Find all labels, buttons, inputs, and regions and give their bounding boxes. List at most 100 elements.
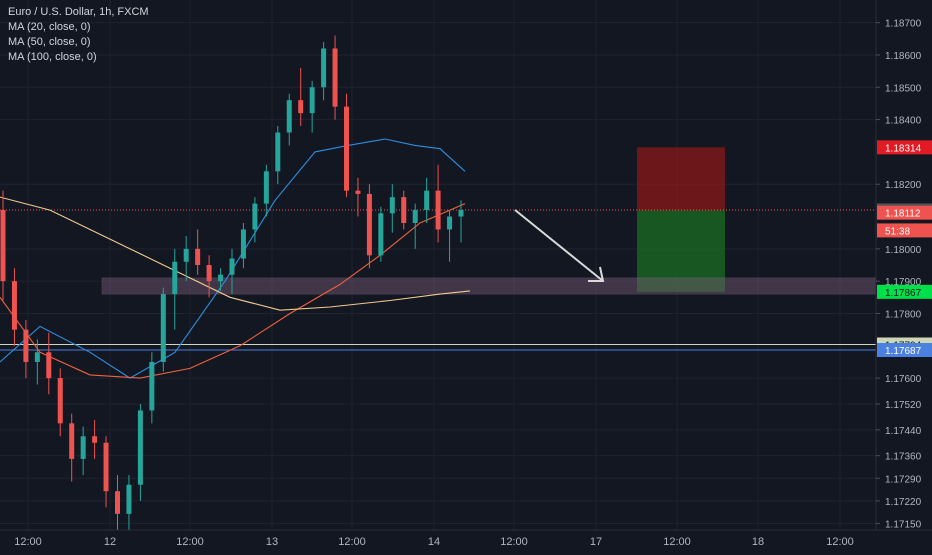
candle-body	[286, 100, 292, 133]
price-label: 51:38	[885, 226, 910, 237]
candle-body	[80, 436, 86, 459]
candle	[435, 164, 441, 243]
candle-body	[195, 248, 201, 265]
candle	[355, 177, 361, 217]
candle	[401, 190, 407, 230]
price-label: 1.18314	[885, 143, 922, 154]
time-tick-label: 12:00	[500, 536, 528, 548]
price-label: 1.17687	[885, 346, 922, 357]
price-tick-label: 1.17440	[885, 426, 922, 437]
candle-body	[92, 436, 98, 443]
price-tick-label: 1.17800	[885, 309, 922, 320]
price-tick-label: 1.17600	[885, 374, 922, 385]
candle	[80, 426, 86, 476]
candle-body	[252, 203, 258, 230]
candle	[309, 80, 315, 133]
candle	[252, 197, 258, 243]
candle-body	[115, 491, 120, 514]
candle-body	[309, 87, 315, 114]
candle	[57, 368, 63, 437]
candle-body	[218, 274, 224, 282]
price-tick-label: 1.17520	[885, 400, 922, 411]
candle-body	[46, 352, 52, 379]
price-label: 1.18112	[885, 209, 921, 220]
time-axis-background	[0, 530, 932, 550]
price-tick-label: 1.18400	[885, 116, 922, 127]
candle-body	[447, 216, 453, 230]
price-tick-label: 1.17150	[885, 520, 922, 531]
time-tick-label: 12:00	[14, 536, 42, 548]
candle-body	[126, 484, 132, 514]
price-tick-label: 1.18000	[885, 245, 922, 256]
projection-arrow-head	[588, 266, 605, 282]
candle	[412, 203, 418, 249]
candle	[11, 268, 17, 346]
time-tick-label: 14	[428, 536, 440, 548]
candle-body	[344, 106, 349, 191]
candle-body	[69, 423, 75, 459]
candle-body	[298, 100, 304, 114]
time-tick-label: 12:00	[826, 536, 854, 548]
time-tick-label: 17	[590, 536, 602, 548]
candle	[458, 200, 464, 243]
price-label-box	[877, 342, 932, 357]
candle	[172, 248, 178, 330]
candle	[298, 67, 304, 127]
candle	[424, 177, 430, 223]
candle-body	[137, 410, 143, 485]
time-tick-label: 18	[752, 536, 764, 548]
candle	[286, 93, 292, 146]
price-tick-label: 1.18500	[885, 83, 922, 94]
candle	[92, 420, 98, 459]
candle-body	[240, 229, 246, 259]
price-tick-label: 1.18200	[885, 180, 922, 191]
candle	[183, 235, 189, 282]
candle	[332, 35, 338, 120]
candle	[378, 206, 384, 262]
stop-loss-zone	[637, 147, 725, 211]
candle-body	[458, 210, 464, 217]
candle	[115, 475, 120, 534]
candle	[344, 93, 349, 198]
candle	[149, 352, 155, 424]
take-profit-zone	[637, 210, 725, 292]
moving-average-line-0	[0, 138, 466, 379]
candle-body	[275, 132, 281, 172]
candle-body	[0, 210, 6, 282]
price-label-box	[877, 140, 932, 155]
candle	[389, 184, 395, 233]
candle	[103, 436, 109, 508]
candle-body	[355, 190, 361, 194]
candle-body	[263, 171, 269, 204]
candle-body	[366, 193, 372, 256]
candle-body	[206, 265, 212, 282]
candle-body	[378, 213, 384, 256]
candle	[240, 222, 246, 269]
candle-body	[160, 294, 166, 362]
candle	[206, 255, 212, 298]
candle-body	[149, 361, 155, 411]
candle	[69, 413, 75, 482]
projection-arrow	[514, 209, 604, 282]
candle	[447, 210, 453, 262]
price-label-box	[877, 284, 932, 299]
candle-body	[57, 378, 63, 424]
candle-body	[332, 48, 338, 107]
candle	[46, 332, 52, 395]
moving-average-line-1	[0, 203, 466, 379]
candle-body	[412, 210, 418, 223]
price-tick-label: 1.17220	[885, 497, 922, 508]
price-tick-label: 1.17360	[885, 452, 922, 463]
candle	[137, 403, 143, 501]
candle-body	[321, 48, 327, 88]
time-tick-label: 12:00	[338, 536, 366, 548]
candle-body	[23, 329, 29, 362]
time-tick-label: 12	[104, 536, 116, 548]
candle	[160, 287, 166, 372]
price-tick-label: 1.18700	[885, 19, 922, 30]
price-label-box	[877, 223, 932, 238]
candle-body	[229, 258, 235, 275]
price-label: 1.17867	[885, 288, 922, 299]
